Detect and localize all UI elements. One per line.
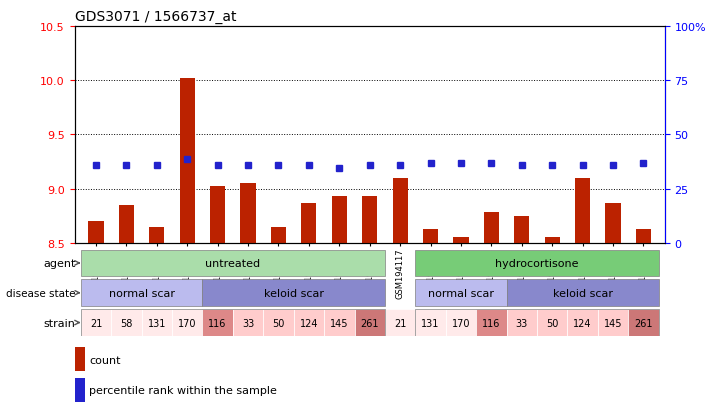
Text: agent: agent — [43, 258, 79, 268]
Bar — [446, 309, 476, 336]
Text: 261: 261 — [360, 318, 379, 328]
Bar — [81, 309, 385, 336]
Bar — [385, 309, 415, 336]
Bar — [141, 309, 172, 336]
Text: 33: 33 — [515, 318, 528, 328]
Bar — [575, 178, 590, 243]
Text: 261: 261 — [634, 318, 653, 328]
Bar — [332, 197, 347, 243]
Bar — [629, 309, 658, 336]
Bar — [476, 309, 507, 336]
Text: 145: 145 — [604, 318, 622, 328]
Bar — [119, 205, 134, 243]
Text: normal scar: normal scar — [109, 288, 175, 298]
Text: 21: 21 — [90, 318, 102, 328]
Text: 116: 116 — [482, 318, 501, 328]
Text: 58: 58 — [120, 318, 132, 328]
Bar — [415, 280, 507, 306]
Bar — [545, 238, 560, 243]
Bar — [415, 309, 658, 336]
Text: strain: strain — [43, 318, 79, 328]
Bar — [537, 309, 567, 336]
Text: count: count — [90, 355, 121, 365]
Bar — [324, 309, 355, 336]
Bar — [294, 309, 324, 336]
Bar — [263, 309, 294, 336]
Bar — [362, 197, 378, 243]
Text: percentile rank within the sample: percentile rank within the sample — [90, 385, 277, 396]
Text: 50: 50 — [272, 318, 284, 328]
Bar — [111, 309, 141, 336]
Bar — [483, 213, 499, 243]
Text: untreated: untreated — [205, 258, 260, 268]
Bar — [415, 250, 658, 277]
Bar — [172, 309, 203, 336]
Text: 33: 33 — [242, 318, 254, 328]
Bar — [180, 79, 195, 243]
Bar — [81, 250, 385, 277]
Bar — [423, 229, 438, 243]
Text: keloid scar: keloid scar — [552, 288, 613, 298]
Text: 131: 131 — [422, 318, 439, 328]
Text: 21: 21 — [394, 318, 406, 328]
Text: 170: 170 — [178, 318, 196, 328]
Bar — [636, 229, 651, 243]
Text: normal scar: normal scar — [428, 288, 494, 298]
Bar — [88, 222, 104, 243]
Bar — [415, 309, 446, 336]
Text: GDS3071 / 1566737_at: GDS3071 / 1566737_at — [75, 10, 236, 24]
Bar — [507, 309, 537, 336]
Bar — [271, 227, 286, 243]
Bar — [149, 227, 164, 243]
Text: 50: 50 — [546, 318, 558, 328]
Bar — [81, 309, 111, 336]
Text: 145: 145 — [330, 318, 348, 328]
Bar — [301, 203, 316, 243]
Bar — [355, 309, 385, 336]
Bar — [507, 280, 658, 306]
Bar — [454, 238, 469, 243]
Bar — [203, 280, 385, 306]
Text: 116: 116 — [208, 318, 227, 328]
Bar — [606, 203, 621, 243]
Bar — [598, 309, 629, 336]
Bar — [514, 216, 530, 243]
Bar — [81, 280, 203, 306]
Bar — [75, 378, 85, 402]
Bar — [210, 187, 225, 243]
Bar — [240, 184, 256, 243]
Bar — [75, 347, 85, 371]
Text: 124: 124 — [299, 318, 318, 328]
Text: hydrocortisone: hydrocortisone — [496, 258, 579, 268]
Text: 131: 131 — [148, 318, 166, 328]
Bar — [567, 309, 598, 336]
Bar — [232, 309, 263, 336]
Text: 170: 170 — [451, 318, 470, 328]
Bar — [203, 309, 232, 336]
Text: keloid scar: keloid scar — [264, 288, 324, 298]
Text: disease state: disease state — [6, 288, 79, 298]
Bar — [392, 178, 407, 243]
Text: 124: 124 — [573, 318, 592, 328]
